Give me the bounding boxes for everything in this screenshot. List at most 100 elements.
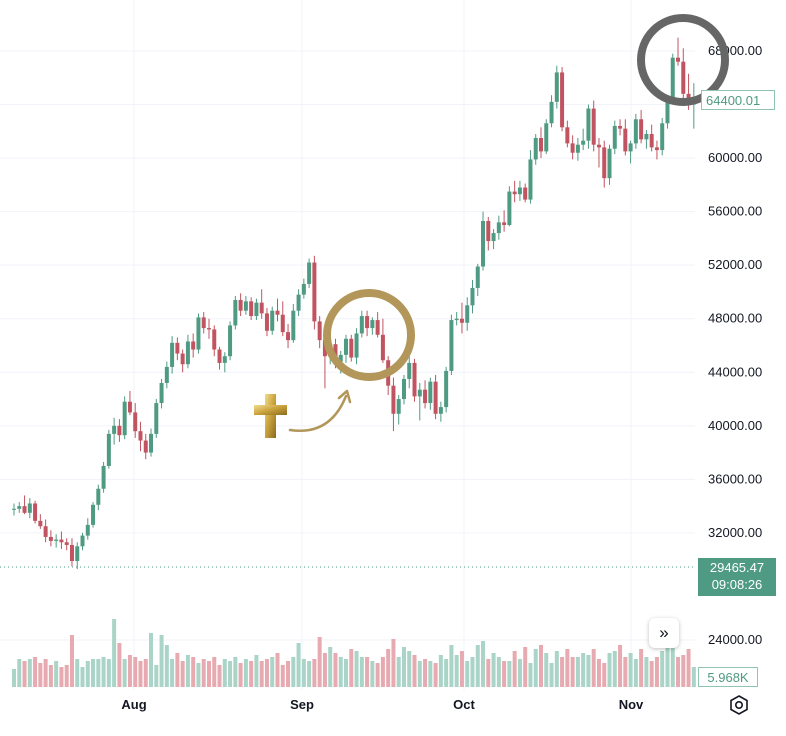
volume-bar (618, 645, 623, 687)
candle-body (301, 283, 306, 295)
y-tick-label: 24000.00 (708, 632, 762, 647)
candle-body (59, 539, 64, 543)
volume-bar (191, 657, 196, 687)
candle-body (481, 221, 486, 267)
candle-body (602, 147, 607, 179)
volume-bar (676, 657, 681, 687)
candle-body (523, 187, 528, 200)
volume-bar (249, 661, 254, 687)
volume-bar (670, 647, 675, 687)
price-axis[interactable]: 68000.0064000.0060000.0056000.0052000.00… (708, 43, 762, 647)
candle-body (586, 108, 591, 141)
candle-body (238, 299, 243, 311)
volume-bar (449, 645, 454, 687)
volume-bar (91, 659, 96, 687)
volume-bar (575, 657, 580, 687)
candle-body (660, 123, 665, 151)
candle-body (644, 133, 649, 140)
double-chevron-right-icon: » (659, 623, 669, 642)
volume-bar (496, 657, 501, 687)
volume-bar (660, 651, 665, 687)
candle-body (491, 233, 496, 242)
candle-body (654, 147, 659, 151)
candle-body (681, 61, 686, 94)
volume-bar (544, 653, 549, 687)
candle-body (349, 338, 354, 358)
volume-bar (112, 619, 117, 687)
volume-bar (43, 659, 48, 687)
candle-body (486, 221, 491, 242)
volume-bar (22, 661, 27, 687)
candle-body (149, 433, 154, 453)
candle-body (433, 381, 438, 414)
volume-bar (243, 659, 248, 687)
candles (12, 37, 696, 570)
candle-body (64, 542, 69, 545)
candle-body (581, 140, 586, 145)
candle-body (243, 301, 248, 311)
candle-body (554, 72, 559, 102)
volume-label: 5.968K (698, 667, 758, 687)
countdown-label: 09:08:26 (711, 577, 763, 592)
candle-body (612, 125, 617, 149)
candle-body (618, 125, 623, 129)
candle-body (549, 101, 554, 124)
candle-body (412, 362, 417, 397)
candle-body (27, 503, 32, 513)
candle-body (354, 333, 359, 358)
volume-bar (164, 645, 169, 687)
volume-bar (185, 655, 190, 687)
candle-body (164, 366, 169, 383)
settings-icon[interactable] (728, 694, 750, 716)
volume-bar (133, 657, 138, 687)
current-price-label: 29465.47 (709, 560, 765, 575)
candle-body (22, 506, 27, 513)
candle-body (91, 504, 96, 525)
volume-bar (454, 655, 459, 687)
candle-body (596, 144, 601, 148)
candle-body (96, 488, 101, 505)
candle-body (633, 119, 638, 144)
volume-bar (201, 659, 206, 687)
candle-body (12, 508, 16, 510)
candle-body (54, 539, 59, 541)
volume-bar (344, 659, 349, 687)
volume-bar (565, 649, 570, 687)
volume-bar (549, 663, 554, 687)
candle-body (196, 317, 201, 350)
candle-body (112, 425, 117, 434)
candle-body (496, 222, 501, 234)
volume-bar (48, 665, 53, 687)
volume-bar (54, 661, 59, 687)
volume-bar (149, 633, 154, 687)
volume-bar (444, 659, 449, 687)
candle-body (370, 320, 375, 329)
volume-bar (644, 657, 649, 687)
candle-body (449, 320, 454, 371)
volume-bar (396, 657, 401, 687)
scroll-to-realtime-button[interactable]: » (649, 618, 679, 648)
volume-bar (322, 653, 327, 687)
candle-body (43, 526, 48, 537)
volume-bar (69, 635, 74, 687)
y-tick-label: 32000.00 (708, 525, 762, 540)
candle-body (175, 342, 180, 354)
volume-bar (85, 661, 90, 687)
candle-body (170, 342, 175, 367)
volume-bar (681, 655, 686, 687)
candle-body (338, 354, 343, 362)
y-tick-label: 68000.00 (708, 43, 762, 58)
volume-bar (475, 645, 480, 687)
volume-bar (80, 667, 85, 687)
gray-highlight-circle (637, 14, 729, 106)
candle-body (417, 389, 422, 397)
volume-bar (412, 655, 417, 687)
candle-body (470, 287, 475, 306)
time-axis[interactable]: Aug Sep Oct Nov (121, 697, 644, 712)
candle-body (512, 191, 517, 195)
candle-body (33, 503, 38, 521)
volume-bar (591, 649, 596, 687)
volume-bar (175, 653, 180, 687)
candle-body (570, 143, 575, 153)
